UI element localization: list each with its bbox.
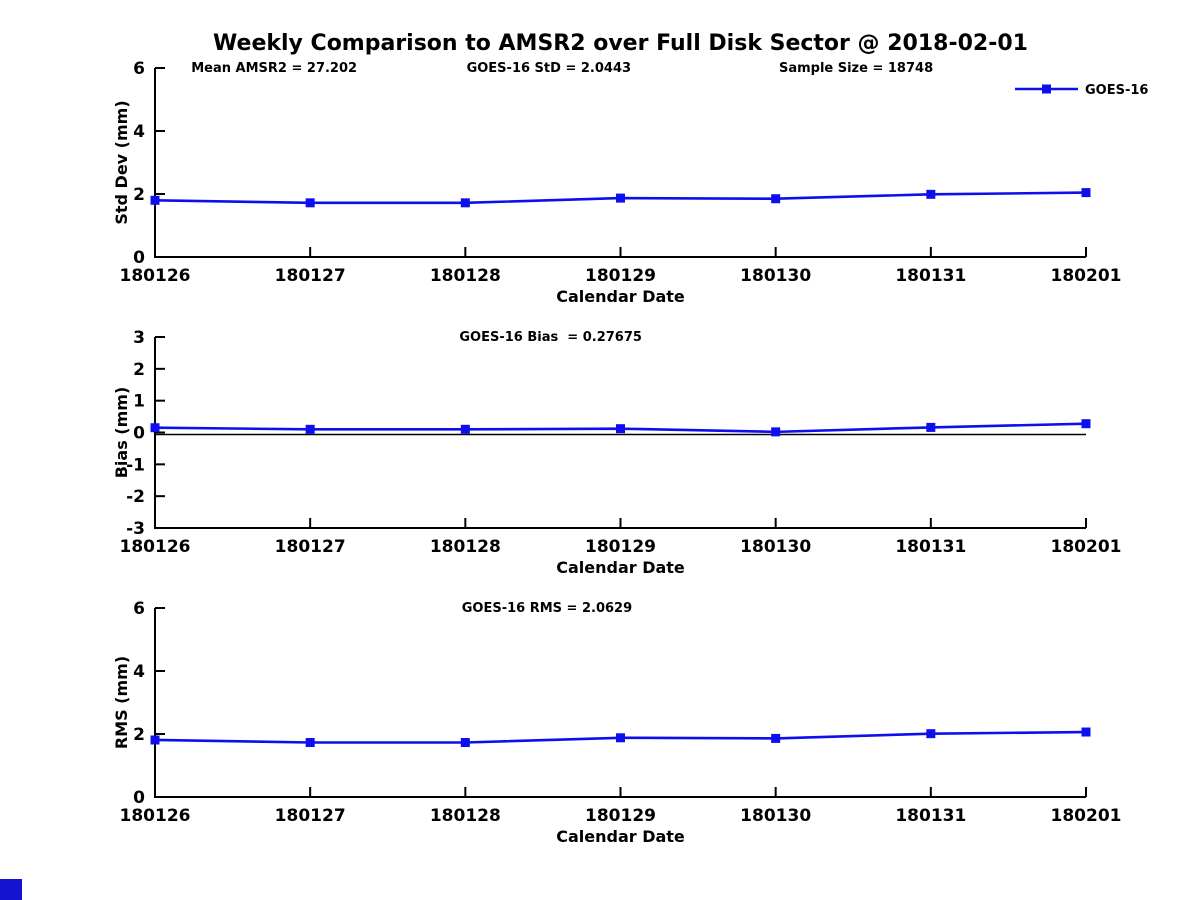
bias-ylabel: Bias (mm)	[112, 387, 131, 479]
rms-marker	[460, 738, 470, 748]
bias-xtick-label: 180127	[275, 537, 346, 557]
std_dev-xtick-label: 180126	[120, 266, 191, 286]
bias-marker	[460, 424, 470, 434]
bias-ytick-label: -2	[126, 487, 145, 507]
bias-xtick-label: 180130	[740, 537, 811, 557]
rms-xtick-label: 180129	[585, 806, 656, 826]
bias-marker	[616, 424, 625, 434]
rms-xtick-label: 180130	[740, 806, 811, 826]
bias-xtick-label: 180201	[1051, 537, 1122, 557]
bias-ytick-label: 1	[133, 392, 145, 412]
std_dev-marker	[460, 198, 470, 208]
std_dev-markers	[150, 188, 1091, 208]
std_dev-marker	[150, 195, 160, 205]
rms-marker	[150, 735, 160, 745]
std_dev-xtick-label: 180129	[585, 266, 656, 286]
bias-ytick-label: -3	[126, 519, 145, 539]
std_dev-ytick-label: 2	[133, 185, 145, 205]
bias-xtick-label: 180131	[895, 537, 966, 557]
std_dev-xtick-label: 180130	[740, 266, 811, 286]
subplot-bias: -3 -2 -1 0 1 2 3 180126 180127 180128 180129 180130…	[112, 328, 1121, 577]
rms-ytick-label: 0	[133, 788, 145, 808]
std_dev-xlabel: Calendar Date	[556, 287, 685, 306]
rms-xtick-label: 180127	[275, 806, 346, 826]
std_dev-ytick-label: 0	[133, 248, 145, 268]
std_dev-marker	[771, 194, 781, 204]
rms-ytick-label: 2	[133, 725, 145, 745]
rms-marker	[305, 738, 315, 748]
std_dev-axes: 0 2 4 6 180126 180127 180128 180129 180130 180131…	[120, 59, 1122, 286]
rms-ytick-label: 6	[133, 599, 145, 619]
bias-xlabel: Calendar Date	[556, 558, 685, 577]
rms-xlabel: Calendar Date	[556, 827, 685, 846]
corner-swatch	[0, 879, 22, 900]
bias-ytick-label: -1	[126, 455, 145, 475]
rms-marker	[771, 733, 781, 743]
rms-xtick-label: 180126	[120, 806, 191, 826]
figure-title: Weekly Comparison to AMSR2 over Full Dis…	[213, 31, 1028, 56]
bias-marker	[305, 424, 315, 434]
std_dev-xtick-label: 180131	[895, 266, 966, 286]
rms-ytick-label: 4	[133, 662, 145, 682]
std_dev-marker	[305, 198, 315, 208]
legend-label: GOES-16	[1085, 83, 1148, 98]
rms-xtick-label: 180131	[895, 806, 966, 826]
rms-xtick-label: 180201	[1051, 806, 1122, 826]
bias-markers	[150, 419, 1091, 437]
rms-marker	[1081, 727, 1091, 737]
bias-ytick-label: 2	[133, 360, 145, 380]
std_dev-ytick-label: 4	[133, 122, 145, 142]
bias-annotation: GOES-16 Bias = 0.27675	[459, 330, 642, 345]
std_dev-xtick-label: 180128	[430, 266, 501, 286]
std_dev-marker	[616, 193, 625, 203]
bias-xtick-label: 180128	[430, 537, 501, 557]
std_dev-annotation: GOES-16 StD = 2.0443	[467, 61, 631, 76]
bias-ytick-label: 3	[133, 328, 145, 348]
rms-xtick-label: 180128	[430, 806, 501, 826]
rms-ylabel: RMS (mm)	[112, 656, 131, 749]
legend-marker-sample	[1042, 84, 1051, 94]
bias-marker	[926, 422, 936, 432]
rms-marker	[926, 729, 936, 739]
std_dev-xtick-label: 180201	[1051, 266, 1122, 286]
std_dev-marker	[1081, 188, 1091, 198]
bias-marker	[150, 423, 160, 433]
bias-axes: -3 -2 -1 0 1 2 3 180126 180127 180128 180129 180130…	[120, 328, 1122, 557]
bias-xtick-label: 180129	[585, 537, 656, 557]
legend: GOES-16	[1015, 83, 1148, 98]
subplot-rms: 0 2 4 6 180126 180127 180128 180129 180130 180131…	[112, 599, 1121, 846]
std_dev-ytick-label: 6	[133, 59, 145, 79]
std_dev-xtick-label: 180127	[275, 266, 346, 286]
rms-markers	[150, 727, 1091, 748]
rms-marker	[616, 733, 625, 743]
std_dev-ylabel: Std Dev (mm)	[112, 100, 131, 224]
rms-annotation: GOES-16 RMS = 2.0629	[462, 601, 632, 616]
std_dev-marker	[926, 189, 936, 199]
bias-marker	[771, 427, 781, 437]
std_dev-annotation: Sample Size = 18748	[779, 61, 933, 76]
rms-axes: 0 2 4 6 180126 180127 180128 180129 180130 180131…	[120, 599, 1122, 826]
bias-ytick-label: 0	[133, 424, 145, 444]
bias-xtick-label: 180126	[120, 537, 191, 557]
bias-marker	[1081, 419, 1091, 429]
subplot-std_dev: 0 2 4 6 180126 180127 180128 180129 180130 180131…	[112, 59, 1148, 306]
std_dev-annotation: Mean AMSR2 = 27.202	[191, 61, 357, 76]
